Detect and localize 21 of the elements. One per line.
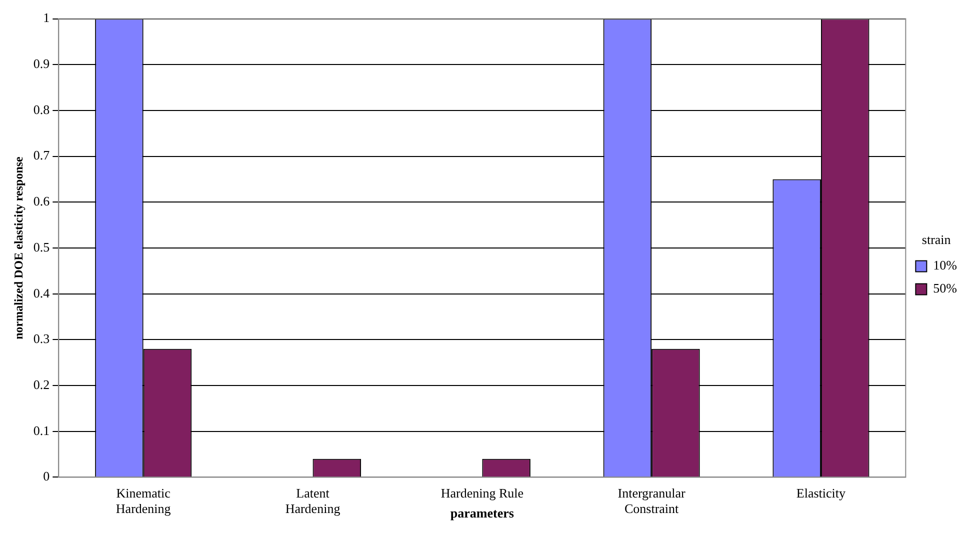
x-tick-label: Kinematic Hardening (116, 485, 172, 516)
y-tick-label: 0.3 (33, 331, 50, 346)
y-tick-label: 0.7 (33, 148, 50, 163)
y-axis-title: normalized DOE elasticity response (11, 156, 26, 340)
y-tick-label: 0.4 (33, 285, 50, 300)
y-tick-label: 0.5 (33, 239, 50, 254)
x-tick-label: Intergranular Constraint (618, 485, 686, 516)
y-tick-label: 0.6 (33, 194, 50, 209)
legend-title: strain (922, 232, 952, 248)
y-tick-label: 0 (43, 468, 50, 484)
x-tick-label: Elasticity (796, 485, 846, 500)
x-axis-title: parameters (450, 506, 514, 521)
legend-label: 10% (933, 258, 958, 273)
y-tick-label: 0.9 (33, 56, 50, 72)
y-tick-label: 0.8 (33, 102, 50, 117)
x-tick-label: Latent Hardening (285, 485, 341, 516)
y-tick-label: 0.1 (33, 422, 50, 438)
x-tick-label: Hardening Rule (440, 485, 524, 500)
legend-label: 50% (933, 280, 958, 296)
y-tick-label: 0.2 (33, 376, 50, 392)
y-tick-label: 1 (43, 10, 50, 26)
